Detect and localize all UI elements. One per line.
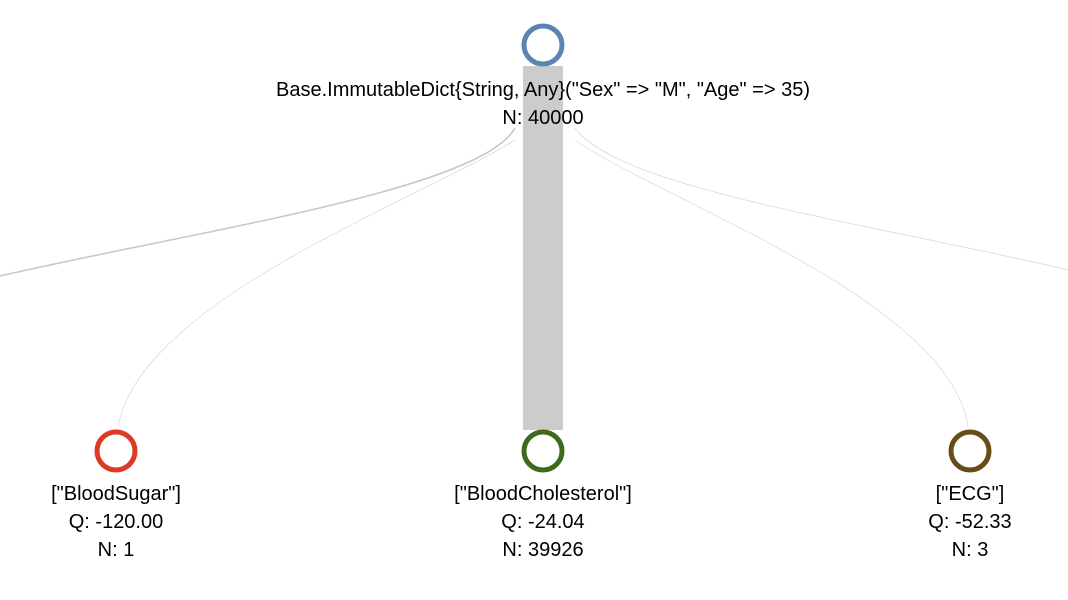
child-q-value: Q: -120.00 [69, 511, 164, 533]
child-node-circle-bloodcholesterol[interactable] [521, 429, 565, 473]
child-action-label: ["BloodCholesterol"] [454, 483, 632, 505]
child-action-label: ["ECG"] [936, 483, 1005, 505]
child-node-circle-bloodsugar[interactable] [94, 429, 138, 473]
child-visit-count: N: 1 [98, 539, 135, 561]
child-q-value: Q: -24.04 [501, 511, 584, 533]
root-visit-count: N: 40000 [502, 107, 583, 129]
child-action-label: ["BloodSugar"] [51, 483, 181, 505]
root-node-label: Base.ImmutableDict{String, Any}("Sex" =>… [276, 79, 810, 129]
root-node[interactable]: Base.ImmutableDict{String, Any}("Sex" =>… [276, 23, 810, 129]
link-offscreen-right [574, 127, 1068, 271]
child-node-bloodcholesterol[interactable]: ["BloodCholesterol"] Q: -24.04 N: 39926 [454, 429, 632, 561]
child-q-value: Q: -52.33 [928, 511, 1011, 533]
child-visit-count: N: 39926 [502, 539, 583, 561]
child-node-bloodsugar[interactable]: ["BloodSugar"] Q: -120.00 N: 1 [51, 429, 181, 561]
child-node-circle-ecg[interactable] [948, 429, 992, 473]
child-label-ecg: ["ECG"] Q: -52.33 N: 3 [928, 483, 1011, 561]
link-to-ecg [574, 139, 969, 428]
root-state-label: Base.ImmutableDict{String, Any}("Sex" =>… [276, 79, 810, 101]
link-offscreen-left [0, 127, 516, 277]
child-visit-count: N: 3 [952, 539, 989, 561]
link-to-bloodsugar [117, 139, 516, 428]
child-label-bloodcholesterol: ["BloodCholesterol"] Q: -24.04 N: 39926 [454, 483, 632, 561]
root-node-circle[interactable] [521, 23, 565, 67]
child-label-bloodsugar: ["BloodSugar"] Q: -120.00 N: 1 [51, 483, 181, 561]
child-node-ecg[interactable]: ["ECG"] Q: -52.33 N: 3 [928, 429, 1012, 561]
tree-links [0, 66, 1068, 430]
